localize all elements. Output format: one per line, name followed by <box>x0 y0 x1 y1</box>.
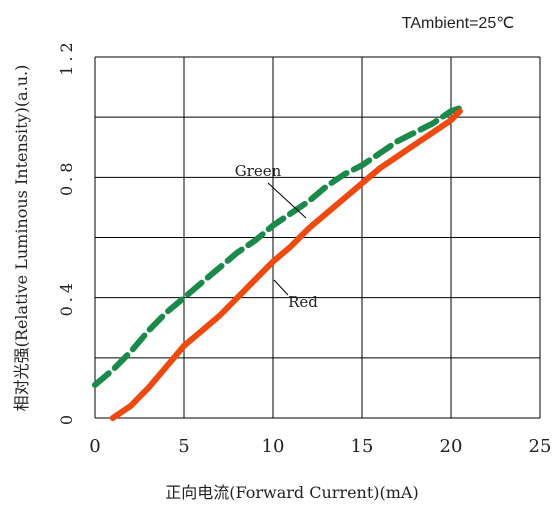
x-tick-label: 10 <box>262 436 285 457</box>
y-tick-labels: 0 0.4 0.8 1.2 <box>57 38 76 425</box>
y-tick-label: 1.2 <box>57 38 76 75</box>
red-callout-line <box>273 279 289 296</box>
x-tick-label: 0 <box>89 436 100 457</box>
series-line-red <box>109 108 463 421</box>
ambient-temperature-note: TAmbient=25℃ <box>402 15 514 32</box>
y-axis-label: 相对光强(Relative Luminous Intensity)(a.u.) <box>12 65 31 412</box>
green-series-label: Green <box>235 162 282 180</box>
x-tick-label: 15 <box>351 436 374 457</box>
y-tick-label: 0 <box>57 411 76 425</box>
x-axis-label: 正向电流(Forward Current)(mA) <box>165 483 418 502</box>
series-layer <box>92 105 463 421</box>
x-tick-label: 25 <box>529 436 552 457</box>
green-callout-line <box>267 182 307 219</box>
y-tick-label: 0.8 <box>57 159 76 196</box>
y-tick-label: 0.4 <box>57 279 76 316</box>
red-series-label: Red <box>288 293 318 311</box>
x-tick-label: 5 <box>178 436 189 457</box>
series-line-green <box>92 105 463 388</box>
x-tick-labels: 0 5 10 15 20 25 <box>89 436 551 457</box>
x-tick-label: 20 <box>440 436 463 457</box>
grid <box>94 56 541 419</box>
